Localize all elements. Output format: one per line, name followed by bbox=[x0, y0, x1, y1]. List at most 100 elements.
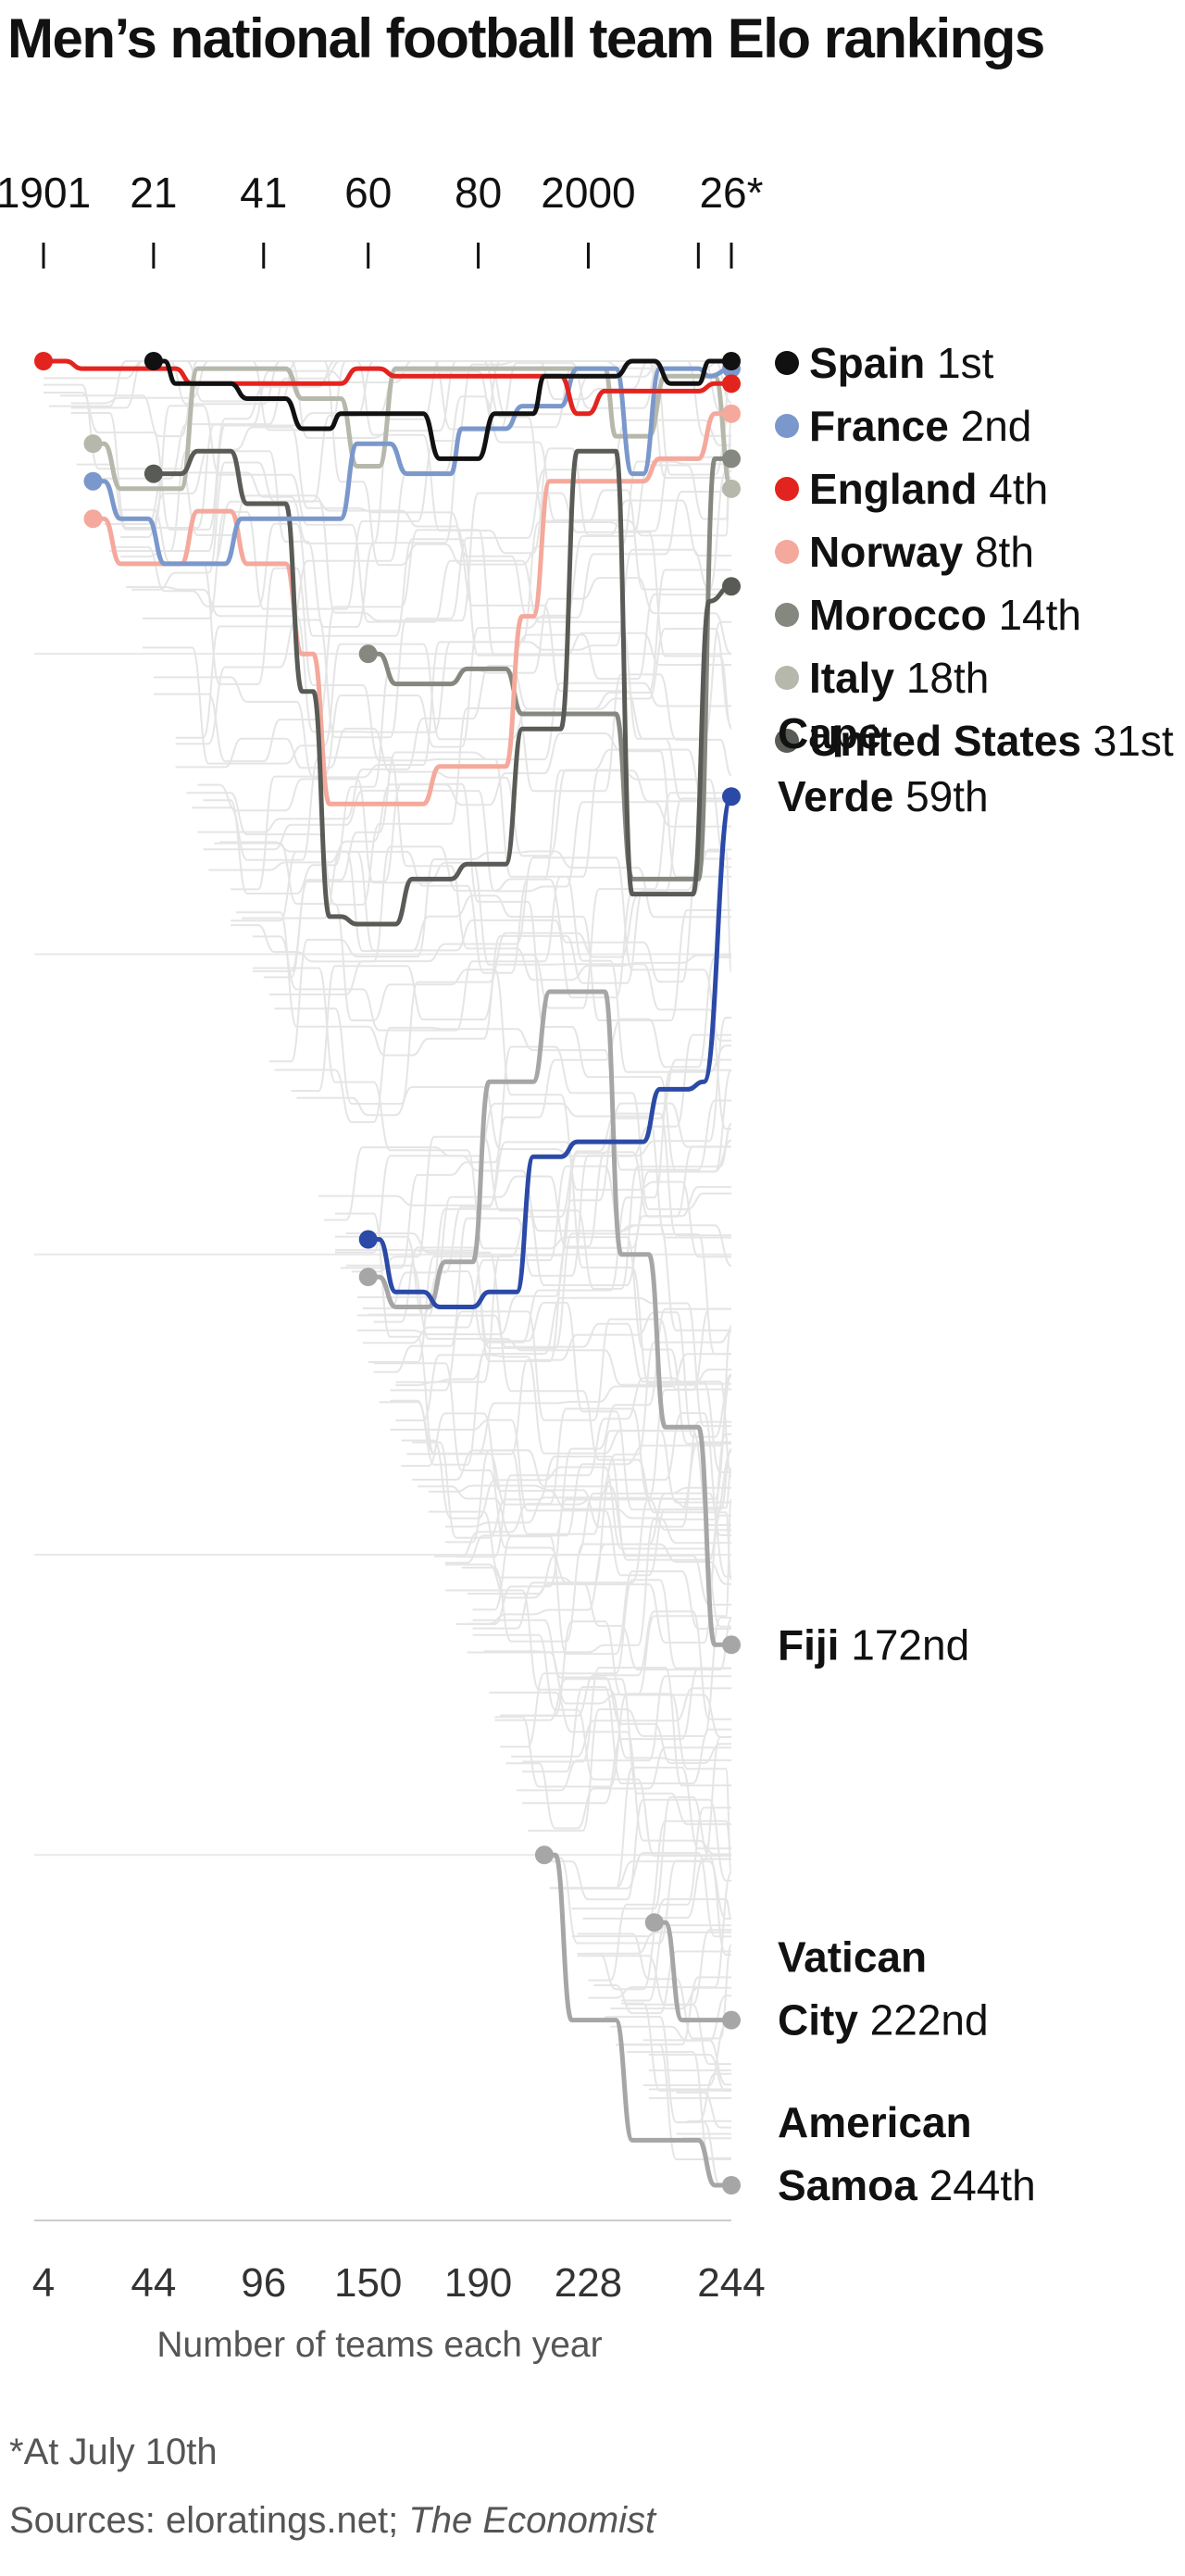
bottom-axis-label: 96 bbox=[241, 2260, 286, 2306]
background-team-line bbox=[444, 1412, 731, 1599]
background-team-line bbox=[605, 2016, 731, 2124]
series-name: Fiji bbox=[778, 1620, 839, 1669]
background-team-line bbox=[505, 1610, 731, 1720]
background-team-line bbox=[351, 1122, 732, 1290]
background-team-line bbox=[362, 956, 731, 1309]
background-team-line bbox=[203, 789, 731, 893]
background-team-line bbox=[418, 1307, 731, 1537]
background-team-line bbox=[577, 1955, 731, 2066]
background-team-line bbox=[341, 1045, 731, 1269]
series-label: Cape bbox=[778, 709, 881, 757]
background-team-line bbox=[263, 682, 731, 979]
background-team-line bbox=[131, 562, 731, 1073]
series-label: Fiji 172nd bbox=[778, 1620, 969, 1669]
chart-title: Men’s national football team Elo ranking… bbox=[7, 7, 1045, 69]
series-line bbox=[543, 1852, 731, 2188]
background-team-line bbox=[252, 967, 731, 1445]
series-rank: 244th bbox=[917, 2161, 1036, 2209]
legend-dot bbox=[775, 477, 799, 501]
bottom-axis-label: 190 bbox=[444, 2260, 512, 2306]
background-team-line bbox=[522, 1667, 731, 1805]
background-team-line bbox=[560, 1852, 731, 1938]
series-spain bbox=[143, 352, 741, 461]
series-end-dot bbox=[722, 449, 741, 469]
top-year-axis: 1901 21 41 60 80 2000 26* bbox=[0, 169, 764, 269]
background-team-line bbox=[621, 1976, 731, 2045]
series-start-dot bbox=[83, 471, 103, 491]
background-team-line bbox=[268, 857, 731, 1042]
background-team-line bbox=[143, 628, 732, 765]
background-team-line bbox=[642, 2039, 731, 2086]
series-end-dot bbox=[722, 404, 741, 423]
background-team-line bbox=[115, 522, 731, 680]
legend-dot bbox=[775, 666, 799, 690]
series-line bbox=[93, 411, 731, 807]
series-end-dot bbox=[722, 2176, 741, 2195]
series-end-dot bbox=[722, 479, 741, 498]
series-label: England 4th bbox=[809, 465, 1048, 513]
background-team-line bbox=[494, 1678, 731, 1826]
background-team-line bbox=[219, 841, 731, 1021]
background-team-line bbox=[274, 1026, 731, 1171]
background-team-line bbox=[197, 778, 731, 1131]
background-team-line bbox=[186, 673, 732, 906]
background-team-line bbox=[362, 1165, 731, 1356]
series-label: City 222nd bbox=[778, 1996, 989, 2045]
series-american-samoa bbox=[534, 1845, 741, 2195]
series-name: France bbox=[809, 402, 949, 450]
background-team-line bbox=[390, 1296, 731, 1466]
background-team-line bbox=[401, 1412, 731, 1544]
legend-dot bbox=[775, 351, 799, 375]
series-label: Spain 1st bbox=[809, 339, 994, 387]
background-team-line bbox=[356, 1058, 731, 1335]
background-team-line bbox=[571, 1795, 731, 1910]
background-team-line bbox=[153, 365, 732, 779]
background-team-line bbox=[406, 1353, 731, 1456]
series-label: Norway 8th bbox=[809, 528, 1034, 576]
background-team-line bbox=[522, 1686, 731, 1784]
series-label: Morocco 14th bbox=[809, 591, 1081, 639]
background-team-line bbox=[368, 1112, 731, 1363]
background-team-line bbox=[318, 1141, 731, 1473]
bottom-axis-label: 4 bbox=[32, 2260, 55, 2306]
background-team-line bbox=[676, 2091, 731, 2129]
series-line bbox=[153, 448, 732, 927]
top-axis-label: 2000 bbox=[541, 169, 635, 217]
background-team-line bbox=[621, 1924, 731, 2002]
series-line bbox=[93, 366, 732, 567]
bottom-axis-label: 228 bbox=[555, 2260, 622, 2306]
series-end-dot bbox=[722, 787, 741, 807]
background-team-line bbox=[291, 792, 731, 1093]
series-vatican-city bbox=[644, 1913, 741, 2030]
series-line bbox=[93, 366, 734, 492]
background-team-line bbox=[472, 1535, 731, 1656]
background-team-line bbox=[461, 1492, 731, 1643]
series-united-states bbox=[143, 448, 741, 927]
background-team-line bbox=[324, 1102, 731, 1239]
background-team-line bbox=[208, 732, 731, 878]
series-rank: 2nd bbox=[949, 402, 1032, 450]
background-team-line bbox=[444, 1324, 732, 1564]
top-axis-label: 26* bbox=[699, 169, 763, 217]
background-team-lines bbox=[44, 360, 732, 2186]
background-team-line bbox=[395, 1102, 731, 1386]
top-axis-label: 60 bbox=[344, 169, 392, 217]
background-team-line bbox=[467, 1486, 731, 1595]
background-team-line bbox=[429, 1420, 731, 1528]
series-end-dot bbox=[722, 374, 741, 394]
series-line bbox=[153, 358, 731, 461]
bottom-axis-label: 150 bbox=[334, 2260, 402, 2306]
background-team-line bbox=[197, 569, 731, 833]
legend-dot bbox=[775, 540, 799, 564]
background-team-line bbox=[489, 1691, 731, 1856]
series-line bbox=[368, 794, 734, 1309]
background-team-line bbox=[131, 461, 732, 730]
background-team-line bbox=[231, 769, 731, 963]
series-start-dot bbox=[534, 1845, 554, 1865]
series-start-dot bbox=[143, 464, 163, 483]
series-label: Samoa 244th bbox=[778, 2161, 1036, 2209]
background-team-line bbox=[390, 1310, 731, 1421]
series-morocco bbox=[358, 449, 741, 882]
background-team-line bbox=[356, 1185, 731, 1317]
background-team-line bbox=[549, 1860, 731, 1920]
